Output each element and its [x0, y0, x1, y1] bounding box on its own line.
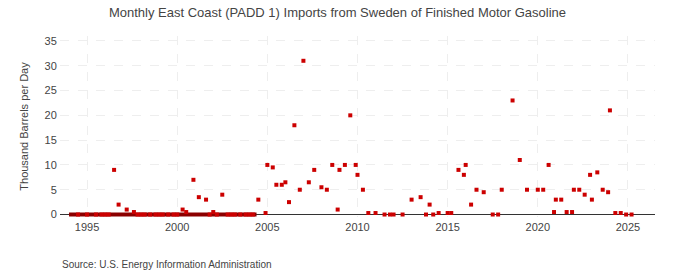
svg-text:2005: 2005	[255, 221, 279, 233]
svg-text:Monthly East Coast (PADD 1) Im: Monthly East Coast (PADD 1) Imports from…	[109, 5, 566, 20]
svg-text:Thousand Barrels per Day: Thousand Barrels per Day	[18, 62, 30, 191]
svg-text:30: 30	[45, 60, 57, 72]
svg-text:2000: 2000	[165, 221, 189, 233]
svg-text:20: 20	[45, 109, 57, 121]
svg-text:2010: 2010	[345, 221, 369, 233]
svg-text:1995: 1995	[75, 221, 99, 233]
svg-text:2025: 2025	[616, 221, 640, 233]
svg-text:10: 10	[45, 159, 57, 171]
svg-text:Source: U.S. Energy Informatio: Source: U.S. Energy Information Administ…	[62, 259, 272, 270]
svg-text:5: 5	[51, 184, 57, 196]
svg-text:2015: 2015	[435, 221, 459, 233]
svg-text:25: 25	[45, 84, 57, 96]
svg-text:0: 0	[51, 208, 57, 220]
svg-text:15: 15	[45, 134, 57, 146]
svg-text:2020: 2020	[526, 221, 550, 233]
svg-text:35: 35	[45, 35, 57, 47]
